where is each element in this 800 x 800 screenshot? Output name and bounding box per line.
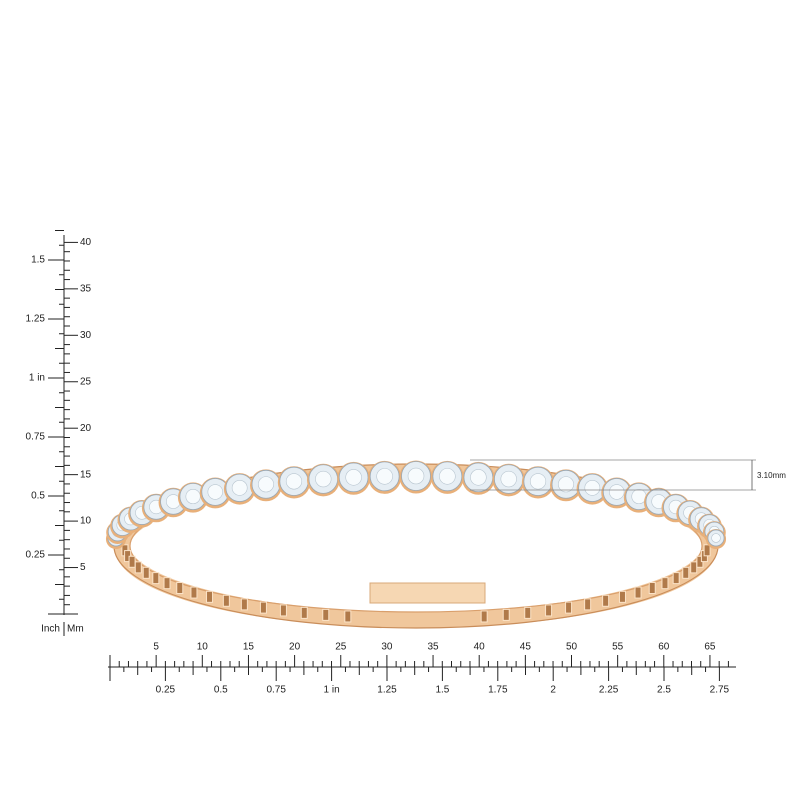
inch-label: 1 in (29, 373, 45, 384)
mm-label: 15 (80, 469, 92, 480)
mm-label: 30 (80, 330, 92, 341)
link-opening (618, 590, 626, 603)
mm-label: 15 (243, 642, 255, 653)
stone-facet (500, 470, 517, 488)
link-opening (322, 608, 330, 621)
mm-label: 40 (80, 237, 92, 248)
inch-label: 1.25 (26, 314, 46, 325)
mm-label: 30 (381, 642, 393, 653)
link-opening (634, 586, 642, 599)
dimension-label: 3.10mm (757, 471, 786, 480)
mm-label: 25 (80, 376, 92, 387)
stone-facet (285, 473, 303, 490)
mm-label: 5 (153, 642, 159, 653)
stone-facet (258, 476, 274, 493)
unit-mm: Mm (67, 624, 84, 635)
inch-label: 2.75 (710, 685, 730, 696)
inch-label: 1.5 (31, 255, 45, 266)
inch-label: 1.75 (488, 685, 508, 696)
mm-label: 45 (520, 642, 532, 653)
link-opening (703, 544, 711, 557)
stone-facet (407, 467, 425, 485)
link-opening (142, 566, 150, 579)
link-opening (176, 581, 184, 594)
bracelet (105, 460, 727, 629)
mm-label: 35 (80, 283, 92, 294)
link-opening (206, 590, 214, 603)
stone-facet (711, 533, 721, 543)
inch-label: 2.25 (599, 685, 619, 696)
link-opening (128, 555, 136, 568)
link-opening (602, 594, 610, 607)
stone-facet (470, 469, 487, 486)
inch-label: 1.25 (377, 685, 397, 696)
inch-label: 0.75 (26, 432, 46, 443)
stone-facet (345, 469, 362, 486)
link-opening (222, 594, 230, 607)
mm-label: 10 (197, 642, 209, 653)
mm-label: 35 (427, 642, 439, 653)
link-opening (152, 572, 160, 585)
stone-facet (584, 479, 601, 496)
inch-label: 0.25 (156, 685, 176, 696)
stone-facet (376, 468, 393, 485)
link-opening (502, 608, 510, 621)
stone-facet (185, 488, 201, 505)
link-opening (565, 601, 573, 614)
inch-label: 1.5 (435, 685, 449, 696)
mm-label: 55 (612, 642, 624, 653)
mm-label: 20 (80, 423, 92, 434)
unit-inch: Inch (41, 624, 60, 635)
inch-label: 0.5 (214, 685, 228, 696)
link-opening (690, 561, 698, 574)
mm-label: 65 (704, 642, 716, 653)
link-opening (190, 586, 198, 599)
link-opening (163, 577, 171, 590)
link-opening (279, 604, 287, 617)
link-opening (480, 610, 488, 623)
link-opening (300, 606, 308, 619)
stone-facet (609, 484, 625, 500)
mm-label: 20 (289, 642, 301, 653)
mm-label: 60 (658, 642, 670, 653)
link-opening (545, 604, 553, 617)
link-opening (661, 577, 669, 590)
inch-label: 2 (550, 685, 556, 696)
inch-label: 0.75 (266, 685, 286, 696)
mm-label: 10 (80, 516, 92, 527)
stone-facet (315, 470, 332, 488)
inch-label: 2.5 (657, 685, 671, 696)
link-opening (259, 601, 267, 614)
link-opening (344, 610, 352, 623)
mm-label: 5 (80, 562, 86, 573)
inch-label: 0.25 (26, 550, 46, 561)
stone-facet (231, 479, 248, 496)
stone-facet (439, 468, 456, 485)
mm-label: 25 (335, 642, 347, 653)
link-opening (524, 606, 532, 619)
mm-label: 40 (474, 642, 486, 653)
link-opening (648, 581, 656, 594)
clasp (369, 582, 486, 604)
link-opening (672, 572, 680, 585)
stone-facet (529, 473, 547, 490)
stone-facet (558, 476, 574, 493)
link-opening (682, 566, 690, 579)
link-opening (240, 598, 248, 611)
stone-facet (207, 484, 223, 500)
link-opening (134, 561, 142, 574)
link-opening (584, 598, 592, 611)
inch-label: 0.5 (31, 491, 45, 502)
mm-label: 50 (566, 642, 578, 653)
inch-label: 1 in (324, 685, 340, 696)
